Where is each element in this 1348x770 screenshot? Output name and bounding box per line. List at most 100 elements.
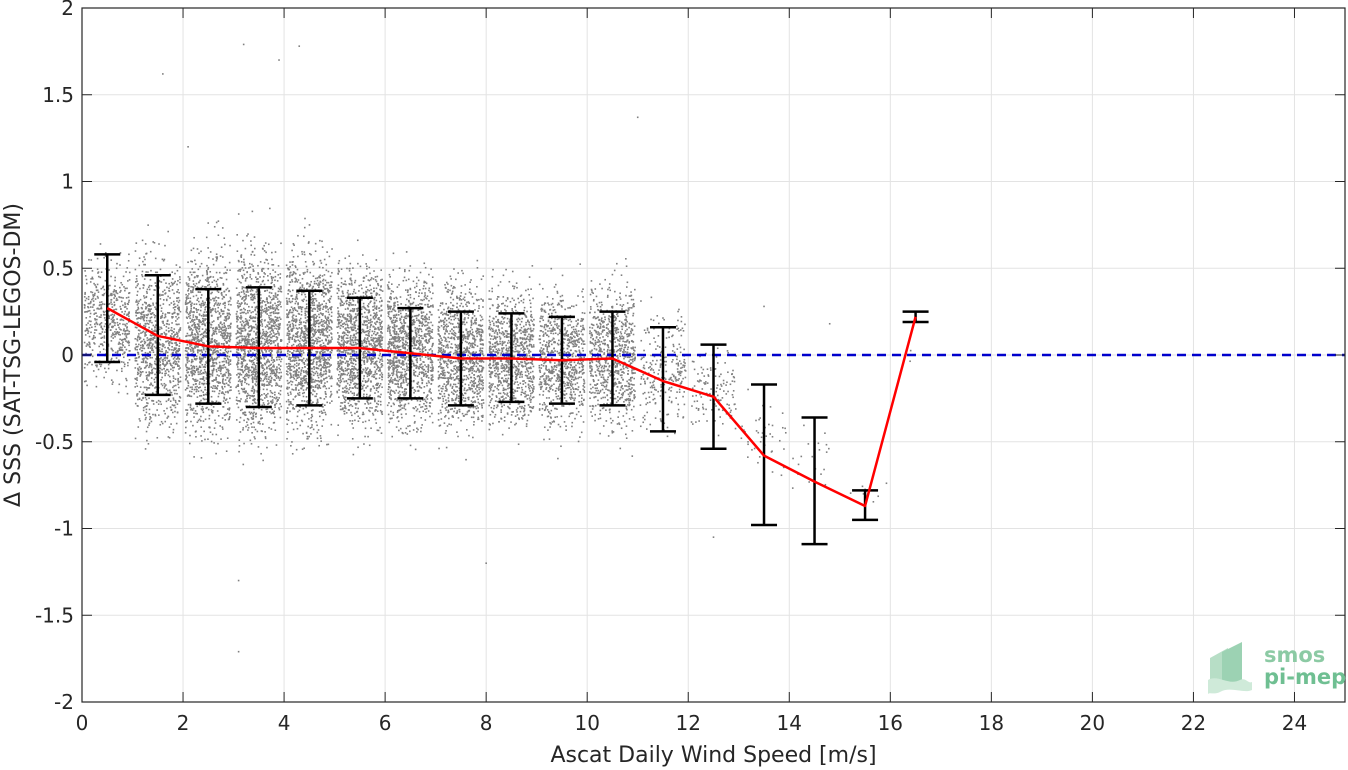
scatter-point — [293, 308, 296, 310]
scatter-point — [270, 340, 273, 342]
scatter-point — [139, 348, 141, 351]
scatter-point — [329, 377, 332, 380]
scatter-point — [209, 251, 212, 253]
scatter-point — [330, 308, 332, 311]
scatter-point — [214, 286, 217, 289]
scatter-point — [274, 312, 277, 314]
scatter-point — [227, 384, 229, 386]
scatter-point — [286, 379, 289, 382]
scatter-point — [136, 385, 139, 387]
scatter-point — [257, 281, 260, 283]
scatter-point — [141, 358, 144, 360]
scatter-point — [288, 338, 291, 341]
scatter-point — [253, 340, 255, 343]
scatter-point — [322, 308, 324, 310]
scatter-point — [185, 310, 188, 313]
scatter-point — [312, 401, 314, 404]
scatter-point — [255, 328, 258, 330]
scatter-point — [217, 324, 220, 326]
scatter-point — [321, 330, 324, 333]
scatter-point — [266, 411, 268, 413]
scatter-point — [295, 309, 297, 312]
scatter-point — [246, 289, 249, 292]
scatter-point — [202, 334, 205, 337]
scatter-point — [84, 291, 86, 294]
scatter-point — [290, 330, 293, 332]
scatter-point — [307, 282, 309, 285]
scatter-point — [243, 388, 246, 390]
scatter-point — [171, 329, 173, 332]
scatter-point — [291, 300, 294, 303]
scatter-point — [117, 391, 120, 394]
scatter-point — [140, 350, 143, 352]
scatter-point — [255, 276, 257, 279]
scatter-point — [136, 338, 138, 341]
scatter-point — [119, 342, 121, 345]
scatter-point — [269, 296, 272, 299]
scatter-point — [108, 302, 111, 305]
scatter-point — [123, 351, 126, 354]
scatter-point — [270, 363, 273, 366]
scatter-point — [97, 297, 99, 299]
scatter-point — [149, 356, 152, 359]
scatter-point — [93, 332, 96, 334]
scatter-point — [194, 326, 197, 329]
scatter-point — [272, 370, 274, 372]
scatter-point — [320, 410, 323, 413]
scatter-point — [227, 335, 229, 337]
scatter-point — [206, 277, 209, 280]
scatter-point — [257, 272, 259, 274]
scatter-point — [215, 296, 217, 298]
scatter-point — [222, 364, 224, 367]
scatter-point — [278, 367, 281, 370]
scatter-point — [245, 425, 247, 428]
scatter-point — [90, 331, 92, 334]
scatter-point — [220, 246, 223, 249]
scatter-point — [138, 311, 140, 314]
scatter-point — [95, 285, 97, 288]
scatter-point — [151, 328, 153, 330]
scatter-point — [256, 353, 259, 356]
scatter-point — [331, 349, 333, 352]
scatter-point — [314, 372, 316, 375]
scatter-point — [98, 332, 101, 335]
scatter-point — [215, 330, 217, 333]
scatter-point — [175, 331, 178, 334]
scatter-point — [239, 431, 242, 433]
scatter-point — [211, 390, 214, 393]
scatter-point — [123, 352, 126, 354]
scatter-point — [173, 416, 176, 418]
scatter-point — [289, 325, 291, 327]
scatter-point — [285, 363, 288, 365]
scatter-point — [241, 380, 244, 382]
scatter-point — [125, 336, 128, 339]
scatter-point — [107, 295, 110, 297]
scatter-point — [251, 317, 253, 320]
scatter-point — [210, 395, 213, 398]
scatter-point — [317, 376, 320, 379]
scatter-point — [91, 363, 93, 366]
scatter-point — [241, 330, 244, 332]
scatter-point — [125, 329, 127, 332]
scatter-point — [270, 282, 273, 285]
scatter-point — [162, 352, 165, 355]
scatter-point — [263, 385, 265, 387]
scatter-point — [84, 270, 86, 272]
scatter-point — [168, 375, 171, 378]
scatter-point — [267, 335, 270, 338]
scatter-point — [186, 395, 189, 397]
scatter-point — [273, 322, 275, 325]
scatter-point — [187, 381, 189, 384]
scatter-point — [277, 377, 280, 379]
scatter-point — [204, 356, 206, 358]
scatter-point — [291, 360, 293, 362]
scatter-point — [324, 284, 327, 286]
scatter-point — [215, 271, 218, 274]
scatter-point — [278, 300, 280, 303]
scatter-point — [174, 378, 177, 380]
scatter-point — [269, 273, 272, 275]
scatter-point — [261, 399, 264, 401]
scatter-point — [194, 371, 197, 374]
scatter-point — [251, 361, 253, 363]
scatter-point — [318, 313, 320, 316]
